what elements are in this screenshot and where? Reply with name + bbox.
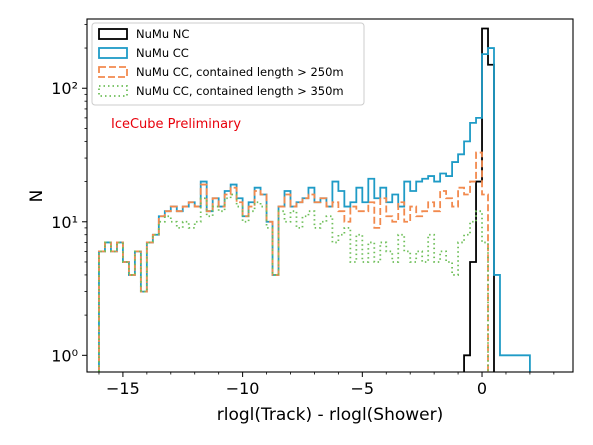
- legend-label: NuMu NC: [136, 27, 189, 41]
- legend-label: NuMu CC, contained length > 350m: [136, 84, 344, 98]
- x-axis: −15 −10 −5 0: [98, 372, 555, 398]
- y-axis: 10⁰ 10¹ 10²: [51, 24, 87, 365]
- y-tick-label: 10²: [51, 79, 78, 98]
- legend-swatch: [98, 85, 128, 97]
- x-tick-label: −15: [106, 379, 140, 398]
- x-tick-label: −5: [351, 379, 375, 398]
- y-axis-title: N: [27, 190, 47, 203]
- preliminary-annotation: IceCube Preliminary: [111, 117, 241, 132]
- y-tick-label: 10¹: [51, 213, 78, 232]
- legend-swatch: [98, 47, 128, 59]
- legend-label: NuMu CC, contained length > 250m: [136, 65, 344, 79]
- legend-label: NuMu CC: [136, 46, 189, 60]
- series-layer: [98, 27, 531, 372]
- series-line-3: [98, 151, 489, 372]
- legend: NuMu NC NuMu CC NuMu CC, contained length …: [91, 22, 365, 106]
- y-tick-label: 10⁰: [51, 346, 78, 365]
- x-tick-label: −10: [226, 379, 260, 398]
- x-tick-label: 0: [477, 379, 487, 398]
- series-line-1: [463, 27, 495, 372]
- x-axis-title: rlogl(Track) - rlogl(Shower): [217, 405, 444, 425]
- legend-swatch: [98, 28, 128, 40]
- plot-frame: [86, 18, 574, 373]
- series-line-4: [98, 193, 489, 372]
- legend-frame: [91, 22, 365, 106]
- legend-swatch: [98, 66, 128, 78]
